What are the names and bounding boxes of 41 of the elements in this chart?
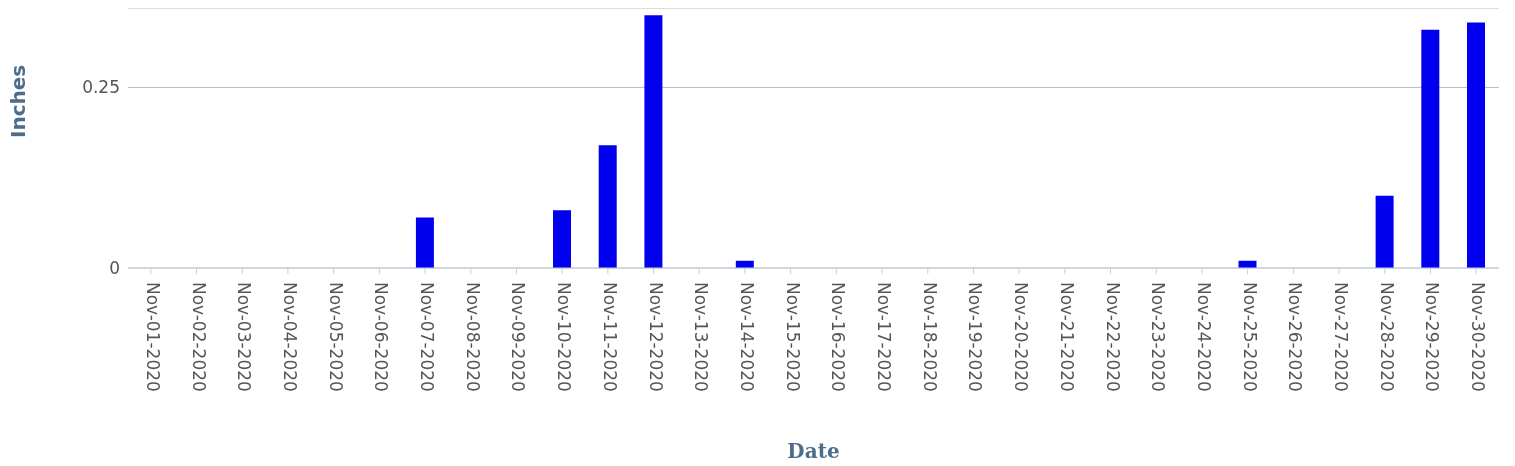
x-tick-label: Nov-21-2020 [1056,282,1077,392]
x-tick-label: Nov-04-2020 [279,282,300,392]
bar [644,15,663,268]
y-tick-label: 0 [109,258,120,279]
y-tick-label: 0.25 [82,77,120,98]
x-tick-label: Nov-08-2020 [462,282,483,392]
x-tick-label: Nov-05-2020 [325,282,346,392]
bar [415,217,434,268]
x-tick-label: Nov-25-2020 [1239,282,1260,392]
x-tick-label: Nov-01-2020 [142,282,163,392]
x-tick-label: Nov-17-2020 [874,282,895,392]
bar [1375,195,1394,268]
bar [598,145,617,268]
bar [1421,29,1440,268]
y-axis-title: Inches [6,64,31,138]
x-tick-label: Nov-09-2020 [508,282,529,392]
x-tick-label: Nov-22-2020 [1102,282,1123,392]
x-tick-label: Nov-10-2020 [554,282,575,392]
x-tick-label: Nov-13-2020 [691,282,712,392]
x-tick-label: Nov-28-2020 [1376,282,1397,392]
x-tick-label: Nov-30-2020 [1468,282,1489,392]
x-tick-label: Nov-16-2020 [828,282,849,392]
x-tick-label: Nov-29-2020 [1422,282,1443,392]
x-tick-label: Nov-18-2020 [919,282,940,392]
x-tick-label: Nov-02-2020 [188,282,209,392]
x-tick-label: Nov-19-2020 [965,282,986,392]
x-tick-label: Nov-15-2020 [782,282,803,392]
x-tick-label: Nov-24-2020 [1193,282,1214,392]
x-tick-label: Nov-20-2020 [1011,282,1032,392]
x-tick-label: Nov-14-2020 [736,282,757,392]
x-tick-label: Nov-07-2020 [417,282,438,392]
x-tick-label: Nov-23-2020 [1148,282,1169,392]
bar [553,210,572,268]
x-tick-label: Nov-06-2020 [371,282,392,392]
bar [1467,22,1486,268]
x-tick-label: Nov-03-2020 [234,282,255,392]
x-tick-label: Nov-26-2020 [1285,282,1306,392]
x-tick-label: Nov-11-2020 [599,282,620,392]
x-tick-label: Nov-12-2020 [645,282,666,392]
x-axis-title: Date [787,439,840,463]
x-tick-label: Nov-27-2020 [1331,282,1352,392]
